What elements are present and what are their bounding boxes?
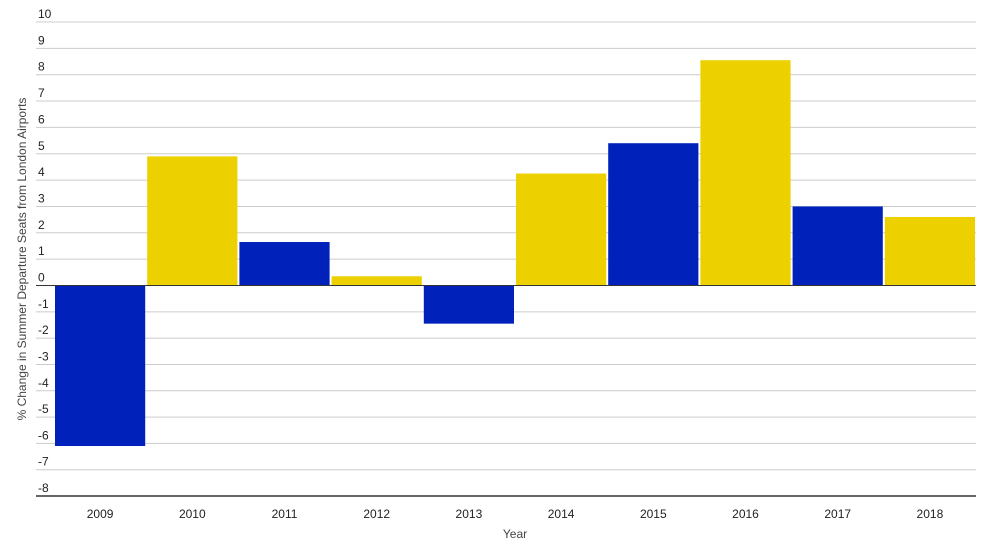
y-tick-label: -3 <box>38 349 49 363</box>
x-tick-label: 2013 <box>456 507 483 521</box>
x-tick-label: 2016 <box>732 507 759 521</box>
y-tick-label: -7 <box>38 455 49 469</box>
bar-2017 <box>792 206 883 286</box>
y-tick-label: -1 <box>38 297 49 311</box>
bar-2010 <box>147 156 238 286</box>
y-tick-label: 9 <box>38 33 45 47</box>
y-tick-label: 8 <box>38 60 45 74</box>
y-tick-label: 1 <box>38 244 45 258</box>
x-tick-label: 2015 <box>640 507 667 521</box>
x-tick-label: 2009 <box>87 507 114 521</box>
x-axis-title: Year <box>503 527 527 541</box>
bar-2012 <box>331 276 422 286</box>
x-tick-label: 2018 <box>917 507 944 521</box>
y-tick-label: -2 <box>38 323 49 337</box>
bar-2011 <box>239 242 330 286</box>
y-tick-label: -4 <box>38 376 49 390</box>
x-tick-label: 2010 <box>179 507 206 521</box>
bar-2016 <box>700 60 791 286</box>
x-tick-label: 2011 <box>272 507 298 521</box>
y-tick-label: 10 <box>38 7 52 21</box>
y-tick-label: 2 <box>38 218 45 232</box>
y-axis-title: % Change in Summer Departure Seats from … <box>15 98 29 421</box>
x-tick-label: 2017 <box>824 507 851 521</box>
y-tick-label: -6 <box>38 428 49 442</box>
y-tick-label: -8 <box>38 481 49 495</box>
y-tick-label: 6 <box>38 112 45 126</box>
y-tick-label: -5 <box>38 402 49 416</box>
y-tick-label: 4 <box>38 165 45 179</box>
y-tick-label: 0 <box>38 271 45 285</box>
x-tick-label: 2012 <box>363 507 390 521</box>
x-tick-label: 2014 <box>548 507 575 521</box>
y-tick-label: 7 <box>38 86 45 100</box>
bar-2009 <box>55 285 146 447</box>
bar-2018 <box>884 216 975 286</box>
bar-2015 <box>608 143 699 286</box>
bar-2013 <box>423 285 514 324</box>
y-tick-label: 5 <box>38 139 45 153</box>
y-tick-label: 3 <box>38 191 45 205</box>
bars <box>36 60 976 497</box>
bar-2014 <box>516 173 607 286</box>
x-tick-labels: 2009 2010 2011 2012 2013 2014 2015 2016 2017 2018 <box>87 507 944 521</box>
